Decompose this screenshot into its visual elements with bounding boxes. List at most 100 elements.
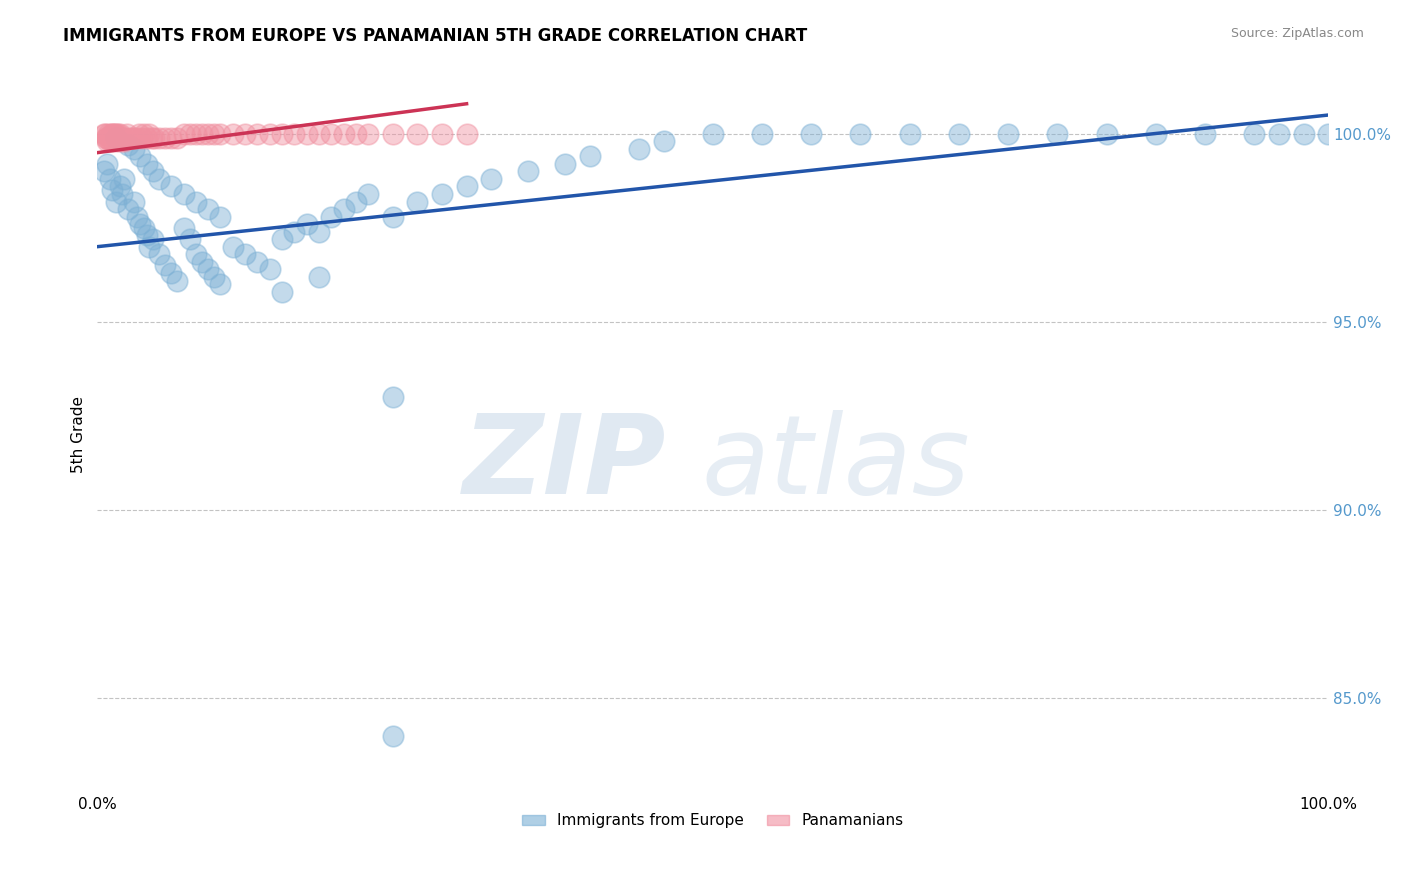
Point [110, 130, 132, 145]
Point [578, 149, 600, 163]
Point [112, 134, 135, 148]
Point [138, 127, 160, 141]
Point [124, 194, 146, 209]
Point [271, 232, 294, 246]
Point [381, 390, 404, 404]
Point [233, 127, 256, 141]
Point [381, 729, 404, 743]
Point [430, 127, 453, 141]
Text: atlas: atlas [702, 409, 970, 516]
Point [283, 225, 305, 239]
Point [191, 127, 214, 141]
Point [134, 127, 156, 141]
Point [125, 130, 148, 145]
Point [98, 134, 121, 148]
Point [134, 220, 156, 235]
Point [191, 254, 214, 268]
Point [135, 130, 157, 145]
Point [517, 164, 540, 178]
Point [166, 130, 188, 145]
Point [406, 127, 429, 141]
Point [184, 127, 207, 141]
Point [124, 142, 146, 156]
Point [246, 254, 269, 268]
Point [128, 127, 150, 141]
Point [96, 157, 118, 171]
Point [222, 127, 245, 141]
Point [104, 134, 127, 148]
Point [98, 172, 121, 186]
Point [381, 210, 404, 224]
Point [148, 172, 170, 186]
Point [948, 127, 970, 141]
Point [111, 187, 134, 202]
Point [104, 194, 127, 209]
Point [179, 127, 201, 141]
Point [103, 127, 125, 141]
Text: Source: ZipAtlas.com: Source: ZipAtlas.com [1230, 27, 1364, 40]
Point [1292, 127, 1315, 141]
Point [1095, 127, 1118, 141]
Point [173, 187, 195, 202]
Point [94, 130, 117, 145]
Point [115, 127, 138, 141]
Point [104, 127, 127, 141]
Point [456, 127, 478, 141]
Point [148, 130, 170, 145]
Point [1243, 127, 1265, 141]
Point [101, 183, 124, 197]
Point [202, 269, 225, 284]
Point [321, 210, 343, 224]
Point [1317, 127, 1340, 141]
Point [166, 273, 188, 287]
Point [308, 269, 330, 284]
Point [381, 127, 404, 141]
Text: IMMIGRANTS FROM EUROPE VS PANAMANIAN 5TH GRADE CORRELATION CHART: IMMIGRANTS FROM EUROPE VS PANAMANIAN 5TH… [63, 27, 807, 45]
Point [118, 130, 141, 145]
Point [246, 127, 269, 141]
Point [160, 130, 183, 145]
Point [1046, 127, 1069, 141]
Point [160, 179, 183, 194]
Point [101, 134, 124, 148]
Point [143, 130, 166, 145]
Point [751, 127, 773, 141]
Point [111, 130, 134, 145]
Point [1268, 127, 1291, 141]
Point [121, 130, 143, 145]
Legend: Immigrants from Europe, Panamanians: Immigrants from Europe, Panamanians [516, 807, 910, 834]
Point [141, 130, 163, 145]
Point [222, 240, 245, 254]
Point [332, 202, 354, 216]
Point [112, 130, 135, 145]
Point [197, 202, 219, 216]
Point [96, 134, 118, 148]
Point [112, 172, 135, 186]
Point [129, 149, 152, 163]
Point [898, 127, 921, 141]
Point [357, 187, 380, 202]
Point [108, 127, 131, 141]
Point [107, 127, 129, 141]
Point [98, 130, 121, 145]
Point [259, 262, 281, 277]
Point [93, 164, 115, 178]
Point [1144, 127, 1167, 141]
Point [344, 127, 367, 141]
Point [124, 130, 146, 145]
Point [430, 187, 453, 202]
Point [344, 194, 367, 209]
Point [554, 157, 576, 171]
Point [479, 172, 502, 186]
Point [209, 127, 232, 141]
Point [295, 127, 318, 141]
Point [104, 130, 127, 145]
Point [148, 247, 170, 261]
Point [96, 130, 118, 145]
Point [197, 127, 219, 141]
Point [179, 232, 201, 246]
Point [93, 127, 115, 141]
Point [209, 210, 232, 224]
Point [702, 127, 724, 141]
Point [308, 225, 330, 239]
